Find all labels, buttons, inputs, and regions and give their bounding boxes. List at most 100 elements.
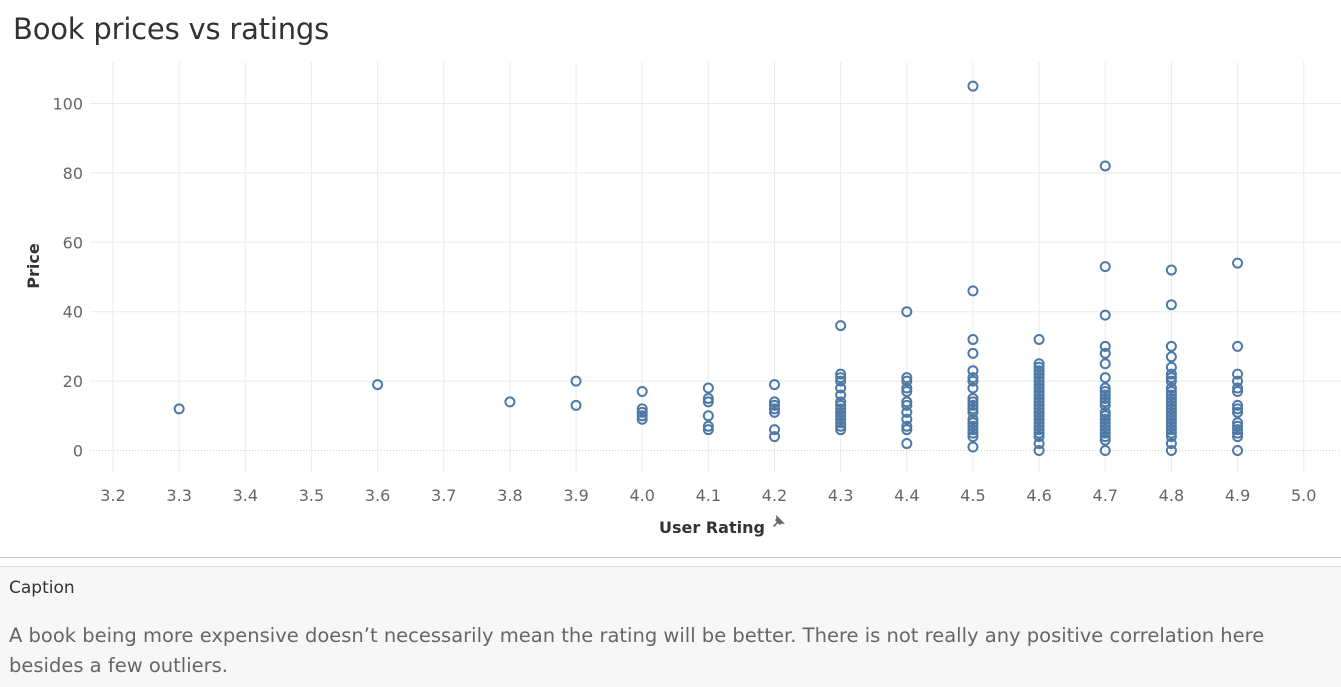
data-point[interactable] bbox=[1033, 406, 1045, 418]
data-point[interactable] bbox=[1033, 386, 1045, 398]
data-point[interactable] bbox=[1165, 375, 1177, 387]
data-point[interactable] bbox=[570, 399, 582, 411]
data-point[interactable] bbox=[1033, 372, 1045, 384]
data-point[interactable] bbox=[967, 80, 979, 92]
data-point[interactable] bbox=[1099, 309, 1111, 321]
data-point[interactable] bbox=[1099, 413, 1111, 425]
data-point[interactable] bbox=[1033, 392, 1045, 404]
data-point[interactable] bbox=[835, 382, 847, 394]
data-point[interactable] bbox=[1099, 358, 1111, 370]
data-point[interactable] bbox=[1232, 257, 1244, 269]
data-point[interactable] bbox=[967, 427, 979, 439]
data-point[interactable] bbox=[1165, 403, 1177, 415]
data-point[interactable] bbox=[1165, 351, 1177, 363]
data-point[interactable] bbox=[1099, 372, 1111, 384]
data-point[interactable] bbox=[967, 392, 979, 404]
data-point[interactable] bbox=[1232, 445, 1244, 456]
data-point[interactable] bbox=[1033, 424, 1045, 436]
data-point[interactable] bbox=[967, 424, 979, 436]
data-point[interactable] bbox=[1165, 399, 1177, 411]
data-point[interactable] bbox=[702, 420, 714, 432]
data-point[interactable] bbox=[835, 368, 847, 380]
data-point[interactable] bbox=[901, 375, 913, 387]
data-point[interactable] bbox=[1099, 340, 1111, 352]
data-point[interactable] bbox=[1165, 361, 1177, 373]
data-point[interactable] bbox=[967, 413, 979, 425]
data-point[interactable] bbox=[1232, 386, 1244, 398]
data-point[interactable] bbox=[835, 375, 847, 387]
data-point[interactable] bbox=[1033, 399, 1045, 411]
data-point[interactable] bbox=[1165, 445, 1177, 456]
data-point[interactable] bbox=[901, 406, 913, 418]
data-point[interactable] bbox=[967, 347, 979, 359]
data-point[interactable] bbox=[901, 420, 913, 432]
data-point[interactable] bbox=[769, 406, 780, 418]
data-point[interactable] bbox=[901, 386, 913, 398]
data-point[interactable] bbox=[835, 320, 847, 332]
data-point[interactable] bbox=[1165, 392, 1177, 404]
data-point[interactable] bbox=[835, 424, 847, 436]
data-point[interactable] bbox=[1099, 382, 1111, 394]
data-point[interactable] bbox=[702, 410, 714, 422]
data-point[interactable] bbox=[1165, 438, 1177, 450]
x-axis-title[interactable]: User Rating bbox=[659, 518, 765, 537]
data-point[interactable] bbox=[1033, 403, 1045, 415]
data-point[interactable] bbox=[1033, 445, 1045, 456]
data-point[interactable] bbox=[636, 406, 648, 418]
data-point[interactable] bbox=[1099, 386, 1111, 398]
data-point[interactable] bbox=[1165, 396, 1177, 408]
data-point[interactable] bbox=[1099, 427, 1111, 439]
data-point[interactable] bbox=[967, 372, 979, 384]
data-point[interactable] bbox=[967, 406, 979, 418]
data-point[interactable] bbox=[1033, 361, 1045, 373]
data-point[interactable] bbox=[967, 399, 979, 411]
data-point[interactable] bbox=[1099, 399, 1111, 411]
data-point[interactable] bbox=[1099, 389, 1111, 401]
data-point[interactable] bbox=[967, 417, 979, 429]
data-point[interactable] bbox=[372, 379, 384, 391]
data-point[interactable] bbox=[1099, 160, 1111, 172]
data-point[interactable] bbox=[901, 438, 913, 450]
data-point[interactable] bbox=[835, 413, 847, 425]
data-point[interactable] bbox=[1033, 368, 1045, 380]
data-point[interactable] bbox=[1099, 410, 1111, 422]
data-point[interactable] bbox=[967, 285, 979, 297]
data-point[interactable] bbox=[1099, 396, 1111, 408]
data-point[interactable] bbox=[1232, 417, 1244, 429]
data-point[interactable] bbox=[1033, 358, 1045, 370]
data-point[interactable] bbox=[835, 396, 847, 408]
data-point[interactable] bbox=[1099, 431, 1111, 443]
data-point[interactable] bbox=[1099, 347, 1111, 359]
data-point[interactable] bbox=[901, 306, 913, 318]
data-point[interactable] bbox=[835, 420, 847, 432]
data-point[interactable] bbox=[967, 403, 979, 415]
data-point[interactable] bbox=[702, 424, 714, 436]
data-point[interactable] bbox=[1099, 424, 1111, 436]
data-point[interactable] bbox=[967, 365, 979, 377]
data-point[interactable] bbox=[1165, 427, 1177, 439]
data-point[interactable] bbox=[1099, 434, 1111, 446]
scatter-chart[interactable]: 0 20 40 60 80 100 3.2 3.3 3.4 3.5 3.6 3.7 3.8 3.9 4.0… bbox=[0, 0, 1341, 556]
data-point[interactable] bbox=[967, 396, 979, 408]
data-point[interactable] bbox=[1165, 386, 1177, 398]
data-point[interactable] bbox=[1099, 417, 1111, 429]
data-point[interactable] bbox=[1165, 410, 1177, 422]
data-point[interactable] bbox=[1165, 413, 1177, 425]
data-point[interactable] bbox=[1099, 420, 1111, 432]
data-point[interactable] bbox=[901, 424, 913, 436]
data-point[interactable] bbox=[1165, 406, 1177, 418]
data-point[interactable] bbox=[1033, 333, 1045, 345]
data-point[interactable] bbox=[1099, 261, 1111, 273]
data-point[interactable] bbox=[901, 396, 913, 408]
data-point[interactable] bbox=[835, 399, 847, 411]
pin-icon[interactable] bbox=[773, 515, 785, 527]
data-point[interactable] bbox=[1165, 382, 1177, 394]
data-point[interactable] bbox=[1165, 417, 1177, 429]
data-point[interactable] bbox=[1232, 431, 1244, 443]
data-point[interactable] bbox=[1232, 406, 1244, 418]
data-point[interactable] bbox=[835, 372, 847, 384]
data-point[interactable] bbox=[636, 403, 648, 415]
data-point[interactable] bbox=[835, 417, 847, 429]
data-point[interactable] bbox=[1033, 413, 1045, 425]
data-point[interactable] bbox=[1165, 340, 1177, 352]
